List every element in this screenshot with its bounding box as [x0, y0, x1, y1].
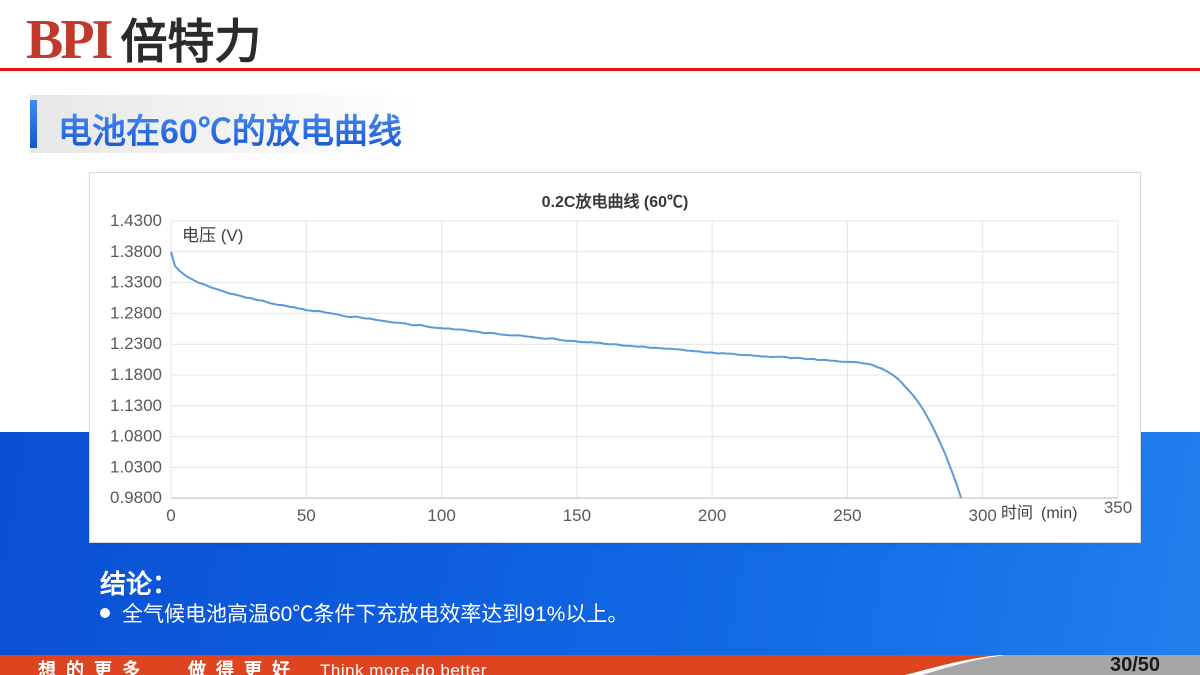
svg-text:100: 100 — [427, 506, 455, 525]
svg-text:1.3800: 1.3800 — [110, 242, 162, 261]
svg-text:1.3300: 1.3300 — [110, 273, 162, 292]
svg-text:250: 250 — [833, 506, 861, 525]
svg-text:0: 0 — [166, 506, 175, 525]
svg-text:50: 50 — [297, 506, 316, 525]
svg-text:1.0300: 1.0300 — [110, 457, 162, 476]
svg-text:200: 200 — [698, 506, 726, 525]
svg-text:1.0800: 1.0800 — [110, 427, 162, 446]
svg-text:1.2800: 1.2800 — [110, 303, 162, 322]
svg-text:1.2300: 1.2300 — [110, 334, 162, 353]
svg-text:350: 350 — [1104, 498, 1132, 517]
svg-text:电压 (V): 电压 (V) — [182, 226, 243, 245]
svg-text:1.1300: 1.1300 — [110, 396, 162, 415]
svg-text:150: 150 — [563, 506, 591, 525]
svg-text:1.4300: 1.4300 — [110, 211, 162, 230]
svg-text:300: 300 — [969, 506, 997, 525]
svg-text:1.1800: 1.1800 — [110, 365, 162, 384]
svg-text:时间 (min): 时间 (min) — [1001, 504, 1077, 522]
svg-text:0.9800: 0.9800 — [110, 488, 162, 507]
